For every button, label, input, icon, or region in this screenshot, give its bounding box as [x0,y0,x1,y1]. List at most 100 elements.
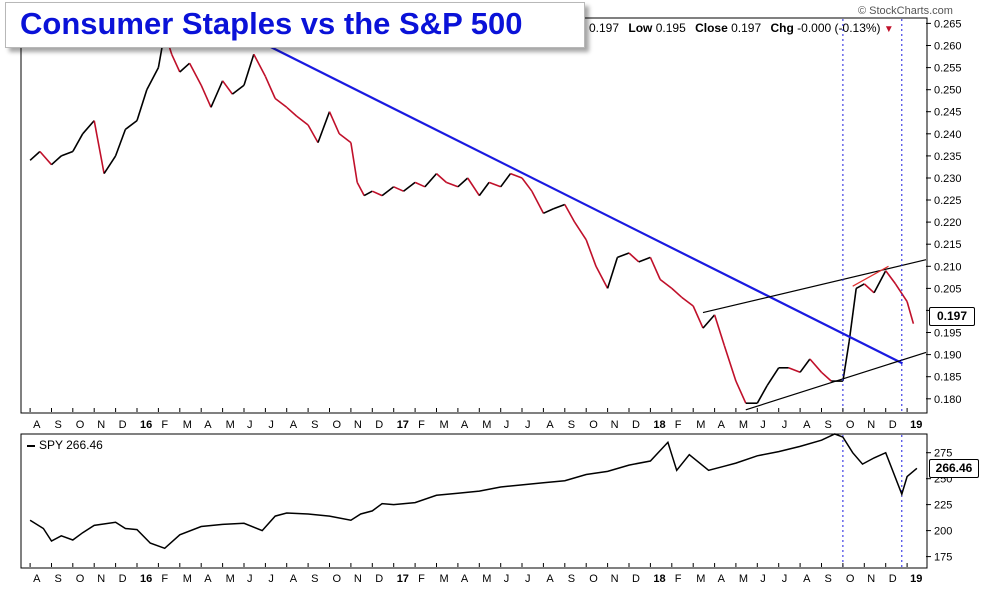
ratio-line-segment [61,150,74,157]
ratio-x-tick-label: D [632,419,640,431]
ratio-line-segment [264,76,276,99]
ratio-line-segment [500,173,512,188]
price-header: 0.197 Low 0.195 Close 0.197 Chg -0.000 (… [589,21,894,35]
spy-legend: SPY 266.46 [27,438,103,452]
ratio-line-segment [446,181,459,188]
ratio-x-tick-label: D [375,419,383,431]
ratio-line-segment [521,177,533,192]
ratio-x-tick-label: N [354,419,362,431]
ratio-line-segment [681,296,694,307]
ratio-x-tick-label: J [525,419,531,431]
ratio-line-segment [136,89,148,121]
ratio-line-segment [894,283,908,303]
ratio-line-segment [221,80,234,95]
ratio-line-segment [317,111,331,143]
ratio-line-segment [414,181,426,188]
trendline-downtrend [231,26,903,365]
spy-line [29,433,918,550]
ratio-x-tick-label: J [268,419,274,431]
ratio-line-segment [103,155,117,175]
close-value: 0.197 [731,21,762,35]
ratio-x-tick-label: M [696,419,705,431]
ratio-y-tick-label: 0.185 [934,372,962,384]
ratio-line-segment [371,190,383,197]
ratio-x-tick-label: S [55,419,62,431]
ratio-x-tick-label: J [504,419,510,431]
spy-x-tick-label: D [119,573,127,585]
ratio-line-segment [723,345,737,382]
trendline-channel-upper [702,259,927,314]
ratio-y-tick-label: 0.225 [934,195,962,207]
ratio-x-tick-label: A [546,419,554,431]
ratio-line-segment [381,186,395,197]
ratio-x-tick-label: M [739,419,748,431]
ratio-line-segment [885,270,897,285]
ratio-x-tick-label: M [440,419,449,431]
ratio-x-tick-label: A [718,419,726,431]
low-value: 0.195 [655,21,686,35]
ratio-line-segment [649,257,661,280]
spy-legend-label: SPY 266.46 [39,438,103,452]
ratio-line-segment [692,305,704,329]
spy-x-tick-label: O [333,573,342,585]
ratio-chart [29,19,927,412]
ratio-line-segment [543,208,554,215]
ratio-x-tick-label: F [161,419,168,431]
ratio-x-tick-label: F [418,419,425,431]
spy-x-tick-label: F [675,573,682,585]
ratio-x-tick-label: M [183,419,192,431]
ratio-x-tick-label: A [290,419,298,431]
ratio-line-segment [200,84,212,108]
ratio-line-segment [124,119,138,131]
ratio-line-segment [210,80,224,108]
ratio-line-segment [855,283,865,290]
ratio-line-segment [628,252,640,263]
ratio-x-tick-label: A [33,419,41,431]
spy-x-tick-label: O [76,573,85,585]
spy-x-tick-label: S [825,573,832,585]
spy-x-tick-label: F [161,573,168,585]
ratio-line-segment [435,173,447,183]
ratio-line-segment [788,367,801,374]
ratio-y-tick-label: 0.195 [934,328,962,340]
ratio-line-segment [424,173,438,188]
ratio-line-segment [286,106,298,117]
spy-y-tick-label: 175 [934,552,952,564]
ratio-line-segment [848,288,857,342]
trendline-top-segment [852,265,889,287]
ratio-line-segment [146,67,160,91]
ratio-y-tick-label: 0.210 [934,261,962,273]
ratio-x-tick-label: M [482,419,491,431]
ratio-line-segment [617,252,630,259]
ratio-line-segment [564,204,576,223]
spy-x-tick-label: D [632,573,640,585]
spy-x-tick-label: S [311,573,318,585]
spy-chart [29,433,918,567]
ratio-line-segment [179,62,191,73]
spy-x-tick-label: M [482,573,491,585]
ratio-x-tick-label: S [311,419,318,431]
trendline-channel-lower [745,351,927,411]
spy-x-tick-label: A [546,573,554,585]
low-label: Low [628,21,653,35]
spy-panel-frame [20,433,928,569]
ratio-line-segment [39,150,53,166]
ratio-line-segment [606,257,619,289]
spy-x-tick-label: 17 [397,573,409,585]
ratio-line-segment [842,341,850,382]
ratio-line-segment [820,371,832,382]
spy-x-tick-label: A [33,573,41,585]
spy-x-tick-label: J [247,573,253,585]
ratio-line-segment [50,155,62,166]
ratio-x-tick-label: F [675,419,682,431]
ratio-line-segment [478,181,490,197]
ratio-line-segment [671,287,683,298]
ratio-x-tick-label: J [782,419,788,431]
ratio-x-tick-label: O [589,419,598,431]
ratio-y-tick-label: 0.220 [934,217,962,229]
ratio-line-segment [307,124,319,143]
spy-last-value-badge: 266.46 [929,459,979,478]
ratio-line-segment [403,181,416,192]
spy-y-tick-label: 275 [934,448,952,460]
spy-x-tick-label: O [589,573,598,585]
